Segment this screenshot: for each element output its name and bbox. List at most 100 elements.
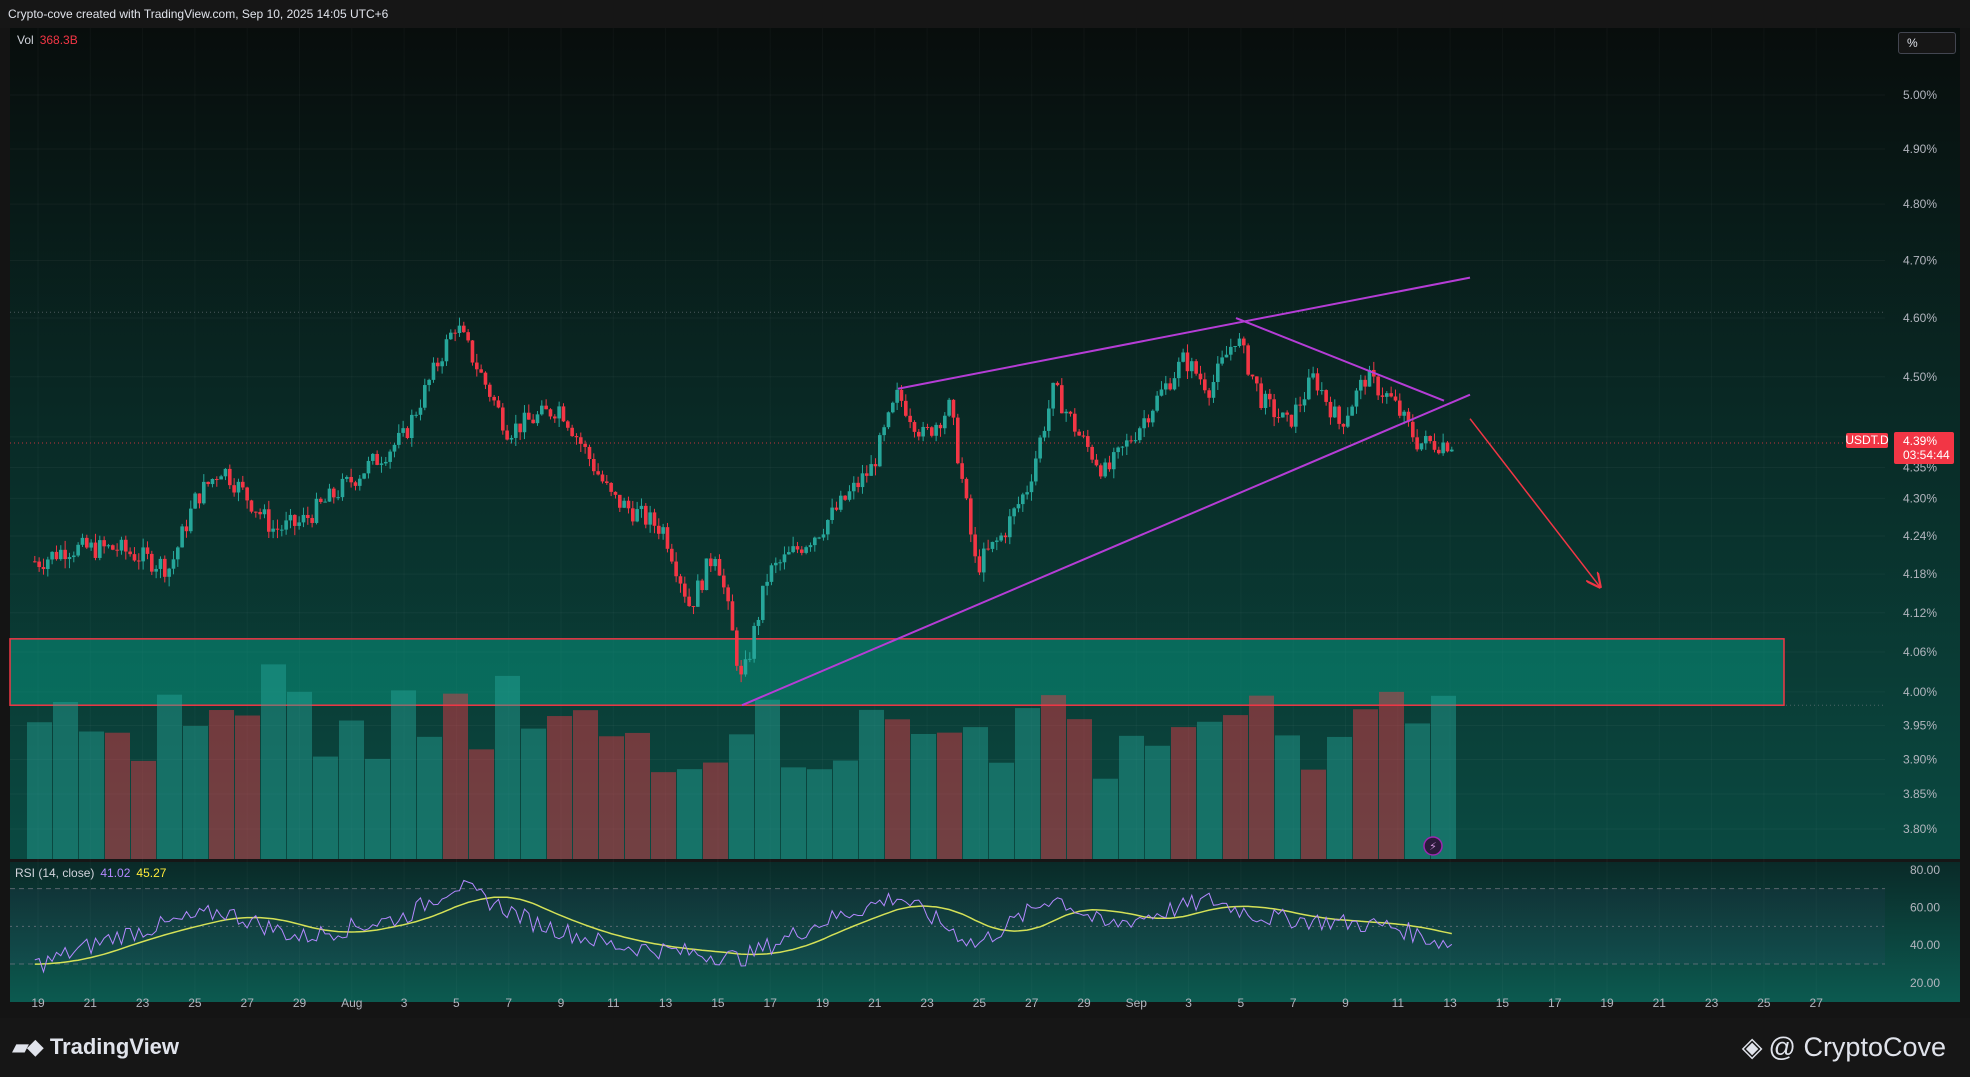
candle-body [1125, 440, 1129, 447]
rsi-tick-label: 80.00 [1910, 863, 1940, 877]
candle-body [89, 542, 93, 548]
candle-body [527, 412, 531, 420]
candle-body [366, 460, 371, 474]
candle-body [1068, 411, 1073, 414]
candle-body [553, 416, 557, 419]
candle-body [665, 527, 670, 549]
volume-bar [1379, 691, 1404, 859]
candle-body [431, 362, 436, 380]
candle-body [210, 479, 215, 485]
candle-body [713, 558, 717, 567]
volume-bar [495, 675, 520, 859]
volume-bar [625, 732, 650, 859]
candle-body [375, 453, 379, 465]
volume-bar [1405, 723, 1430, 859]
lightning-icon[interactable]: ⚡ [1423, 836, 1443, 856]
candle-body [241, 481, 245, 488]
time-tick-label: 17 [764, 996, 778, 1010]
price-tag-countdown: 03:54:44 [1903, 448, 1950, 462]
time-tick-label: 19 [31, 996, 45, 1010]
candle-body [150, 553, 154, 572]
candle-body [496, 400, 501, 408]
candle-body [761, 585, 765, 620]
time-tick-label: 23 [136, 996, 150, 1010]
candle-body [817, 537, 821, 539]
candle-body [453, 332, 457, 334]
candle-body [41, 567, 46, 570]
volume-bar [1093, 778, 1118, 859]
symbol-tag [1846, 433, 1888, 448]
time-tick-label: 7 [505, 996, 512, 1010]
candle-body [1099, 465, 1103, 477]
volume-bar [885, 719, 910, 859]
candle-body [1398, 400, 1402, 416]
candle-body [137, 560, 141, 562]
time-tick-label: 29 [293, 996, 307, 1010]
chart-canvas[interactable]: 5.00%4.90%4.80%4.70%4.60%4.50%4.40%4.35%… [0, 0, 1970, 1018]
candle-body [228, 468, 232, 486]
candle-body [873, 464, 878, 467]
tradingview-logo[interactable]: ▰◆ TradingView [12, 1030, 179, 1064]
pattern-trendlines[interactable] [741, 276, 1600, 707]
time-tick-label: 15 [711, 996, 725, 1010]
candle-body [938, 424, 943, 429]
time-tick-label: 21 [1653, 996, 1667, 1010]
candle-body [934, 424, 938, 436]
price-tick-label: 4.90% [1903, 142, 1937, 156]
candle-body [930, 427, 934, 436]
candle-body [1151, 410, 1155, 423]
price-tick-label: 3.95% [1903, 718, 1937, 732]
candle-body [1116, 447, 1120, 453]
volume-bar [755, 699, 780, 859]
candle-body [323, 501, 327, 503]
candle-body [1380, 395, 1385, 397]
time-tick-label: 9 [558, 996, 565, 1010]
candle-body [852, 482, 856, 492]
candle-body [1419, 443, 1424, 450]
candle-body [1025, 492, 1029, 495]
candle-body [236, 481, 241, 493]
candle-body [1177, 361, 1181, 379]
candle-body [1172, 378, 1177, 390]
candle-body [540, 405, 544, 415]
candle-body [1164, 383, 1168, 390]
time-tick-label: 9 [1342, 996, 1349, 1010]
candle-body [1450, 449, 1454, 452]
candle-body [1281, 412, 1285, 418]
volume-bar [105, 732, 130, 859]
price-tick-label: 4.30% [1903, 491, 1937, 505]
candle-body [332, 488, 336, 498]
candle-body [613, 491, 618, 495]
candle-body [1376, 376, 1380, 396]
volume-bar [1301, 769, 1326, 859]
candle-body [982, 548, 986, 573]
candle-body [1415, 437, 1419, 450]
candle-body [132, 554, 137, 561]
volume-bar [131, 760, 156, 859]
rsi-ma-line [34, 896, 1452, 965]
candle-body [85, 537, 89, 548]
volume-bar [1171, 727, 1196, 859]
time-tick-label: 23 [920, 996, 934, 1010]
rsi-tick-label: 20.00 [1910, 976, 1940, 990]
candle-body [1073, 413, 1077, 432]
volume-bar [963, 727, 988, 859]
candle-body [1428, 435, 1432, 442]
rsi-legend: RSI (14, close) 41.02 45.27 [15, 866, 166, 880]
candle-body [709, 558, 713, 567]
candle-body [1354, 390, 1359, 407]
volume-bar [157, 694, 182, 859]
percent-scale-button[interactable]: % [1898, 32, 1956, 54]
price-tag-price: 4.39% [1903, 434, 1937, 448]
candle-body [1142, 418, 1146, 429]
candle-body [72, 555, 76, 558]
candle-body [462, 325, 466, 333]
time-axis: 19 21 23 25 27 29 Aug 3 5 7 9 11 13 15 17 19 21 23 25 27 29 S… [31, 996, 1823, 1010]
pane-separator[interactable] [10, 859, 1960, 862]
svg-text:⚡: ⚡ [1429, 840, 1437, 853]
trendline-upper [897, 276, 1471, 390]
volume-bar [79, 731, 104, 859]
candle-body [635, 509, 639, 522]
candle-body [141, 547, 145, 562]
candle-body [189, 508, 193, 532]
